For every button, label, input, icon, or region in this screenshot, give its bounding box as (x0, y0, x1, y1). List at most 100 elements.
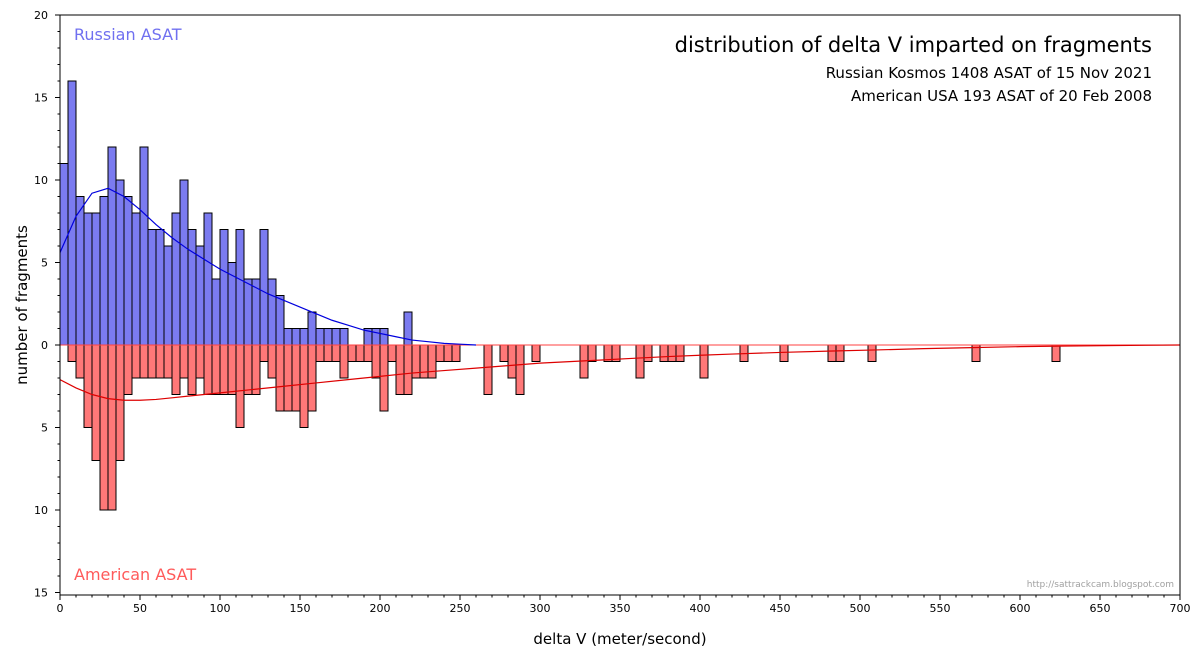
x-tick-label-150: 150 (290, 602, 311, 615)
x-tick-label-350: 350 (610, 602, 631, 615)
bar-american-155 (307, 344, 317, 412)
bar-american-35 (115, 344, 125, 461)
x-tick-label-650: 650 (1090, 602, 1111, 615)
bar-american-485 (835, 344, 845, 362)
bar-russian-95 (211, 278, 221, 346)
bar-american-95 (211, 344, 221, 395)
bar-american-100 (219, 344, 229, 395)
bar-american-185 (355, 344, 365, 362)
bar-russian-90 (203, 212, 213, 346)
bar-russian-20 (91, 212, 101, 346)
bar-american-25 (99, 344, 109, 511)
bar-american-235 (435, 344, 445, 362)
y-tick-label-top-5: 5 (41, 257, 48, 270)
bar-russian-115 (243, 278, 253, 346)
y-tick-label-top-10: 10 (34, 174, 48, 187)
bar-russian-155 (307, 311, 317, 346)
bar-russian-50 (139, 146, 149, 346)
x-tick-label-250: 250 (450, 602, 471, 615)
y-axis-title: number of fragments (13, 225, 31, 385)
x-tick-label-450: 450 (770, 602, 791, 615)
bar-russian-85 (195, 245, 205, 346)
bar-american-65 (163, 344, 173, 379)
bar-american-70 (171, 344, 181, 395)
bar-american-480 (827, 344, 837, 362)
bar-american-205 (387, 344, 397, 362)
bar-russian-80 (187, 229, 197, 346)
bar-american-180 (347, 344, 357, 362)
bar-american-140 (283, 344, 293, 412)
bar-american-195 (371, 344, 381, 379)
bar-american-150 (299, 344, 309, 428)
bar-american-170 (331, 344, 341, 362)
bar-russian-140 (283, 328, 293, 346)
bar-american-360 (635, 344, 645, 379)
x-tick-label-500: 500 (850, 602, 871, 615)
bar-american-160 (315, 344, 325, 362)
bar-american-130 (267, 344, 277, 379)
bar-american-120 (251, 344, 261, 395)
bar-american-330 (587, 344, 597, 362)
x-tick-label-550: 550 (930, 602, 951, 615)
y-tick-label-bottom-5: 5 (41, 422, 48, 435)
bar-american-85 (195, 344, 205, 379)
bar-american-90 (203, 344, 213, 395)
series-label-russian: Russian ASAT (74, 25, 182, 44)
x-tick-label-700: 700 (1170, 602, 1191, 615)
bar-russian-35 (115, 179, 125, 346)
bar-russian-25 (99, 196, 109, 346)
bar-russian-10 (75, 196, 85, 346)
bar-american-55 (147, 344, 157, 379)
bar-american-20 (91, 344, 101, 461)
bar-american-110 (235, 344, 245, 428)
bar-american-215 (403, 344, 413, 395)
bar-american-50 (139, 344, 149, 379)
bar-russian-200 (379, 328, 389, 346)
bar-russian-175 (339, 328, 349, 346)
bar-russian-45 (131, 212, 141, 346)
bar-russian-5 (67, 80, 77, 346)
bar-russian-65 (163, 245, 173, 346)
bar-american-280 (507, 344, 517, 379)
bar-american-135 (275, 344, 285, 412)
bars-layer (59, 80, 1061, 511)
bar-american-40 (123, 344, 133, 395)
bar-russian-70 (171, 212, 181, 346)
bar-american-125 (259, 344, 269, 362)
bar-american-240 (443, 344, 453, 362)
bar-russian-170 (331, 328, 341, 346)
bar-american-380 (667, 344, 677, 362)
x-tick-label-50: 50 (133, 602, 147, 615)
y-tick-label-top-15: 15 (34, 92, 48, 105)
x-tick-label-400: 400 (690, 602, 711, 615)
bar-russian-60 (155, 229, 165, 346)
bar-american-245 (451, 344, 461, 362)
x-tick-label-600: 600 (1010, 602, 1031, 615)
bar-russian-0 (59, 163, 69, 346)
bar-american-265 (483, 344, 493, 395)
bar-american-30 (107, 344, 117, 511)
fit-curve-russian (59, 187, 477, 346)
bar-american-285 (515, 344, 525, 395)
bar-american-275 (499, 344, 509, 362)
y-tick-label-zero: 0 (41, 339, 48, 352)
y-tick-label-bottom-10: 10 (34, 504, 48, 517)
bar-american-190 (363, 344, 373, 362)
bar-american-200 (379, 344, 389, 412)
fit-curve-american (59, 344, 1181, 401)
bar-american-505 (867, 344, 877, 362)
bar-russian-160 (315, 328, 325, 346)
bar-russian-125 (259, 229, 269, 346)
bar-russian-150 (299, 328, 309, 346)
bar-american-5 (67, 344, 77, 362)
bar-american-105 (227, 344, 237, 395)
bar-russian-30 (107, 146, 117, 346)
bar-russian-100 (219, 229, 229, 346)
bar-american-175 (339, 344, 349, 379)
bar-american-15 (83, 344, 93, 428)
bar-american-400 (699, 344, 709, 379)
x-tick-label-300: 300 (530, 602, 551, 615)
bar-american-115 (243, 344, 253, 395)
y-tick-label-top-20: 20 (34, 9, 48, 22)
